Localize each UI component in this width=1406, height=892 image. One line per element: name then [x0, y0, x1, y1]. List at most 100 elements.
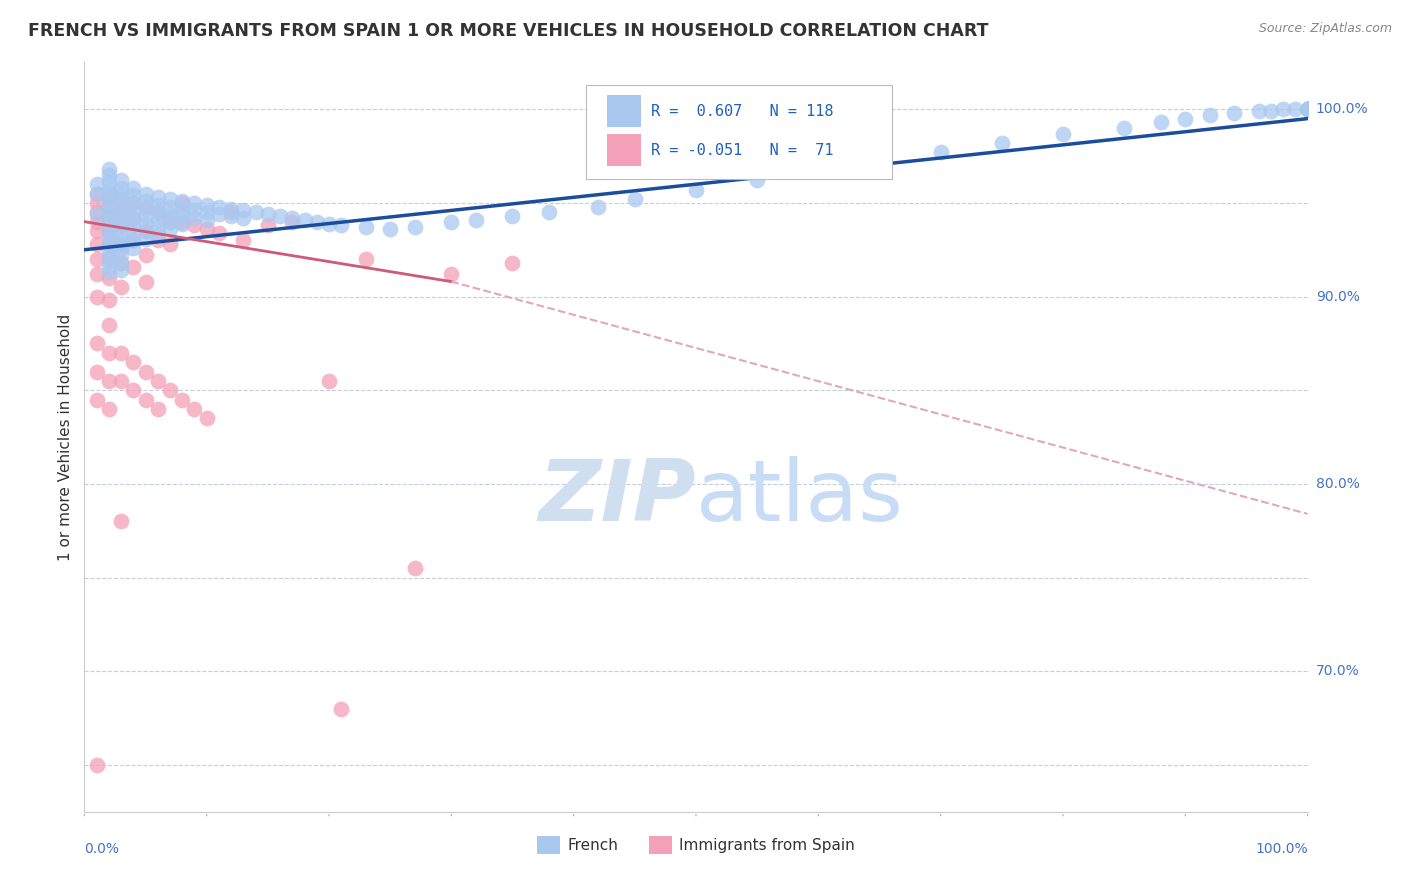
Point	[146, 220, 169, 235]
Point	[110, 280, 132, 294]
Point	[146, 227, 169, 242]
Point	[1260, 104, 1282, 119]
Point	[1052, 127, 1074, 141]
Point	[110, 248, 132, 262]
Point	[110, 237, 132, 252]
Point	[1150, 115, 1173, 129]
Point	[146, 401, 169, 416]
Point	[122, 233, 145, 247]
Point	[269, 209, 291, 223]
Point	[172, 209, 194, 223]
Point	[232, 203, 254, 218]
Point	[146, 205, 169, 219]
Point	[97, 252, 120, 266]
Point	[183, 211, 205, 225]
Point	[110, 233, 132, 247]
Point	[330, 219, 353, 233]
Point	[86, 364, 108, 378]
Point	[110, 181, 132, 195]
Point	[122, 233, 145, 247]
Point	[97, 200, 120, 214]
Point	[159, 222, 181, 236]
Point	[110, 219, 132, 233]
Point	[146, 198, 169, 212]
Point	[110, 192, 132, 206]
Point	[146, 190, 169, 204]
Point	[354, 252, 377, 266]
Point	[404, 561, 426, 575]
Point	[110, 263, 132, 277]
Point	[86, 224, 108, 238]
Point	[97, 345, 120, 359]
Point	[159, 211, 181, 225]
Point	[122, 260, 145, 274]
Point	[502, 256, 524, 270]
Point	[685, 183, 707, 197]
Point	[1296, 102, 1319, 116]
Point	[97, 205, 120, 219]
Point	[747, 173, 769, 187]
Point	[97, 198, 120, 212]
Point	[183, 401, 205, 416]
Text: Source: ZipAtlas.com: Source: ZipAtlas.com	[1258, 22, 1392, 36]
Point	[1296, 102, 1319, 116]
Point	[172, 392, 194, 407]
Point	[1223, 106, 1246, 120]
Point	[464, 212, 486, 227]
Point	[135, 248, 157, 262]
Point	[135, 186, 157, 201]
Point	[869, 154, 891, 169]
Point	[110, 514, 132, 528]
Point	[86, 186, 108, 201]
Point	[86, 289, 108, 303]
Point	[294, 212, 316, 227]
Point	[97, 265, 120, 279]
Point	[122, 195, 145, 210]
Point	[122, 219, 145, 233]
Point	[305, 214, 328, 228]
Point	[232, 233, 254, 247]
Point	[219, 209, 242, 223]
Point	[97, 270, 120, 285]
Point	[159, 207, 181, 221]
Point	[86, 214, 108, 228]
Point	[110, 226, 132, 240]
Point	[146, 212, 169, 227]
Text: 70.0%: 70.0%	[1316, 665, 1360, 678]
Point	[318, 374, 340, 388]
Point	[586, 200, 609, 214]
Point	[86, 207, 108, 221]
Point	[195, 411, 218, 425]
Point	[159, 214, 181, 228]
Text: 80.0%: 80.0%	[1316, 477, 1360, 491]
Text: ZIP: ZIP	[538, 456, 696, 539]
Point	[110, 195, 132, 210]
Point	[97, 186, 120, 201]
Point	[97, 293, 120, 308]
Text: atlas: atlas	[696, 456, 904, 539]
Point	[86, 252, 108, 266]
Point	[110, 211, 132, 225]
Point	[122, 181, 145, 195]
Point	[232, 211, 254, 225]
Point	[110, 188, 132, 202]
Point	[440, 267, 463, 281]
Point	[135, 209, 157, 223]
Point	[1198, 108, 1220, 122]
Point	[97, 237, 120, 252]
Point	[135, 217, 157, 231]
Point	[135, 224, 157, 238]
Point	[183, 195, 205, 210]
Point	[135, 231, 157, 245]
Point	[159, 383, 181, 397]
Point	[97, 250, 120, 264]
Point	[245, 205, 267, 219]
Point	[86, 237, 108, 252]
FancyBboxPatch shape	[586, 85, 891, 178]
Y-axis label: 1 or more Vehicles in Household: 1 or more Vehicles in Household	[58, 313, 73, 561]
Point	[195, 212, 218, 227]
Point	[1284, 102, 1306, 116]
Point	[122, 203, 145, 218]
Point	[110, 256, 132, 270]
Point	[1296, 102, 1319, 116]
